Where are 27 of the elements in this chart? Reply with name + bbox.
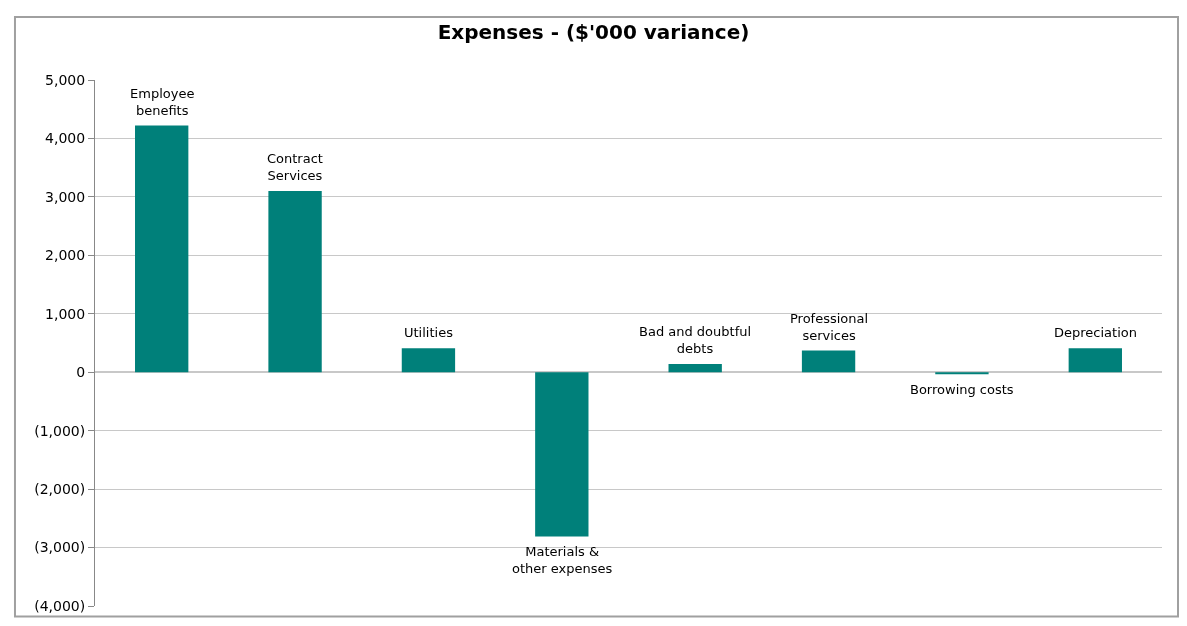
y-tick-label: 3,000 [45,188,86,205]
x-tick-label: Depreciation [1054,325,1137,340]
x-tick-label: Professional services [790,311,869,343]
y-tick-label: 0 [76,364,86,381]
x-tick-label: Bad and doubtful debts [639,324,752,356]
bar [401,348,456,373]
bar [935,372,989,375]
x-tick-label: Materials & other expenses [512,544,613,576]
bar [135,125,189,373]
y-tick-label: 4,000 [45,130,86,147]
y-tick-label: 5,000 [45,71,86,88]
y-tick-label: (4,000) [34,597,86,614]
chart-title: Expenses - ($'000 variance) [437,20,750,45]
x-tick-label: Borrowing costs [910,382,1014,397]
y-tick-label: 2,000 [45,247,86,264]
x-tick-label: Utilities [404,325,454,340]
bar [535,372,589,537]
bar [801,350,856,373]
y-tick-label: 1,000 [45,305,86,322]
x-tick-label: Employee benefits [130,86,195,118]
x-tick-label: Contract Services [267,151,323,183]
bar [268,191,322,373]
bar [668,364,722,373]
y-tick-label: (2,000) [34,481,86,498]
y-tick-label: (1,000) [34,422,86,439]
y-tick-label: (3,000) [34,539,86,556]
bar [1068,348,1122,373]
